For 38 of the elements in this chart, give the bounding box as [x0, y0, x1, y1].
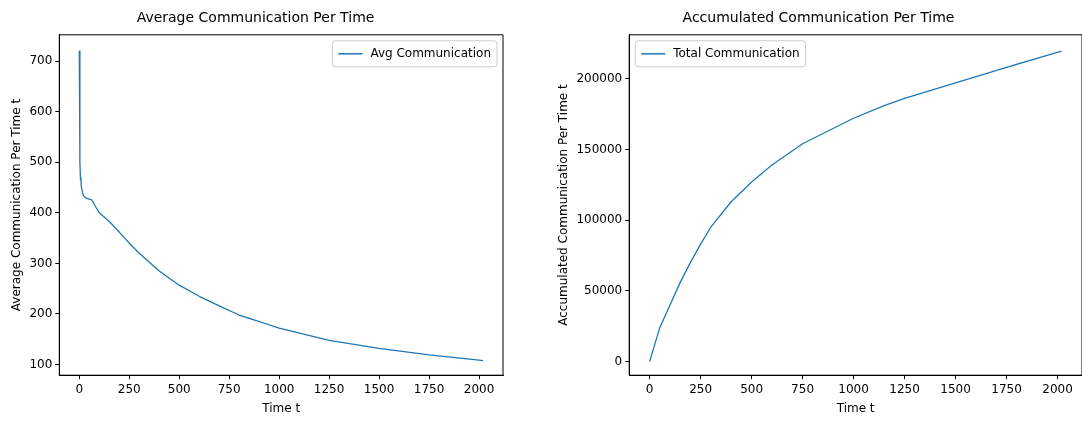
x-tick-label: 1500	[363, 381, 395, 396]
x-tick-label: 2000	[463, 381, 495, 396]
x-tick-label: 1250	[313, 381, 345, 396]
x-axis-title: Time t	[261, 400, 301, 415]
y-tick-label: 100	[29, 356, 53, 371]
x-tick-label: 1750	[413, 381, 445, 396]
y-tick-label: 0	[614, 353, 623, 368]
x-tick-label: 1000	[838, 381, 869, 396]
chart-title: Average Communication Per Time	[136, 9, 375, 26]
legend-label: Avg Communication	[370, 45, 491, 60]
legend-label: Total Communication	[672, 45, 800, 60]
x-tick-label: 750	[791, 381, 815, 396]
x-tick-label: 250	[117, 381, 141, 396]
y-tick-label: 50000	[584, 283, 623, 297]
y-tick-label: 200	[29, 306, 53, 321]
y-tick-label: 400	[29, 204, 53, 219]
y-tick-label: 150000	[576, 141, 623, 156]
y-tick-label: 600	[29, 103, 53, 118]
y-tick-label: 700	[29, 53, 53, 68]
x-tick-label: 0	[645, 381, 654, 396]
x-tick-label: 1000	[263, 381, 295, 396]
x-tick-label: 250	[689, 381, 713, 396]
x-tick-label: 0	[75, 381, 84, 396]
y-tick-label: 200000	[576, 70, 623, 85]
chart-title: Accumulated Communication Per Time	[682, 9, 955, 26]
x-tick-label: 1250	[889, 381, 920, 396]
y-tick-label: 300	[29, 255, 53, 270]
x-tick-label: 1750	[991, 381, 1022, 396]
x-tick-label: 500	[167, 381, 191, 396]
y-axis-title: Accumulated Communication Per Time t	[556, 83, 571, 326]
x-tick-label: 750	[217, 381, 241, 396]
x-tick-label: 2000	[1042, 381, 1073, 396]
y-axis-title: Average Communication Per Time t	[9, 98, 24, 312]
x-tick-label: 1500	[940, 381, 971, 396]
x-axis-title: Time t	[835, 400, 875, 415]
y-tick-label: 500	[29, 154, 53, 169]
y-tick-label: 100000	[576, 212, 623, 227]
x-tick-label: 500	[740, 381, 764, 396]
